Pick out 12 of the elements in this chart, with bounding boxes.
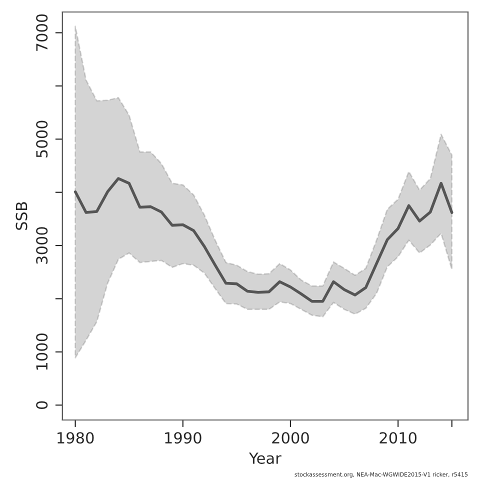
y-tick-label: 1000 (36, 333, 48, 370)
y-tick-label: 5000 (36, 120, 48, 158)
x-tick-label: 2010 (380, 432, 416, 444)
y-tick-label: 7000 (36, 14, 48, 51)
line-series (74, 177, 454, 303)
x-tick-label: 2000 (272, 432, 309, 444)
x-tick-label: 1990 (165, 432, 202, 444)
y-axis-title: SSB (16, 202, 28, 230)
x-axis-title: Year (248, 452, 282, 464)
y-tick-label: 0 (36, 401, 48, 409)
y-tick-label: 3000 (36, 227, 48, 264)
x-tick-label: 1980 (58, 432, 94, 444)
